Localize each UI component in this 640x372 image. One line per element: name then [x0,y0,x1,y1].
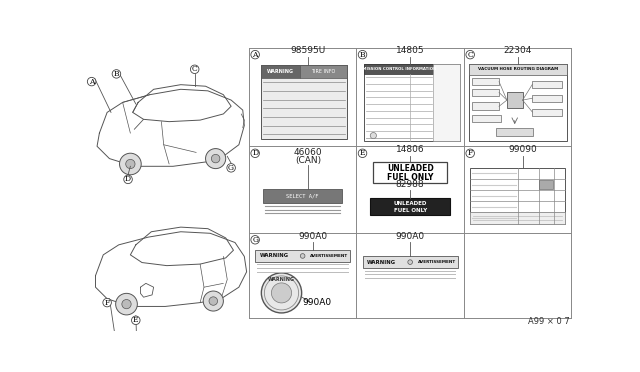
Circle shape [251,51,259,59]
Text: E: E [133,316,138,324]
Bar [371,198,450,215]
Bar [470,168,565,224]
Bar [472,89,499,96]
Bar [472,115,501,122]
Text: AVERTISSEMENT: AVERTISSEMENT [418,260,456,264]
Bar [261,65,300,78]
Circle shape [371,132,376,139]
Text: E: E [360,149,365,157]
Text: B: B [360,51,365,59]
Circle shape [466,149,474,157]
Circle shape [191,65,199,74]
Circle shape [466,51,474,59]
Bar [263,189,342,203]
Circle shape [358,51,367,59]
Circle shape [209,297,218,305]
Text: UNLEADED: UNLEADED [394,201,427,206]
Text: 22304: 22304 [504,46,532,55]
Text: WARNING: WARNING [268,278,295,282]
Bar [364,64,433,74]
Text: 990A0: 990A0 [396,231,425,241]
Text: C: C [467,51,473,59]
Text: WARNING: WARNING [260,253,289,259]
Text: TIRE INFO: TIRE INFO [311,69,335,74]
Circle shape [88,77,96,86]
Bar [261,65,347,139]
Text: 98595U: 98595U [291,46,326,55]
Circle shape [227,164,236,172]
Text: F: F [104,299,109,307]
Text: 990A0: 990A0 [303,298,332,307]
Text: FUEL ONLY: FUEL ONLY [394,208,427,213]
Circle shape [116,294,138,315]
Text: A99 × 0 7: A99 × 0 7 [528,317,570,327]
Circle shape [205,148,226,169]
Text: 99090: 99090 [509,145,538,154]
Bar [373,162,447,183]
Circle shape [251,149,259,157]
Circle shape [132,316,140,324]
Text: 46060: 46060 [294,148,323,157]
Bar [364,64,460,141]
Bar [532,81,562,88]
Circle shape [261,273,301,313]
Bar [468,64,566,75]
Circle shape [271,283,292,303]
Text: AVERTISSEMENT: AVERTISSEMENT [310,254,348,258]
Text: 14805: 14805 [396,46,424,55]
Circle shape [251,235,259,244]
Circle shape [300,254,305,258]
Text: D: D [252,149,258,157]
Circle shape [204,291,223,311]
Text: SELECT A/F: SELECT A/F [286,193,319,198]
Circle shape [125,159,135,169]
Bar [532,109,562,116]
Bar [468,64,566,141]
Text: A: A [89,78,94,86]
Bar [362,256,458,268]
Bar [532,95,562,102]
Bar [496,128,533,137]
Bar [507,92,523,108]
Text: (CAN): (CAN) [295,156,321,165]
Bar [255,250,350,262]
Text: G: G [228,164,234,172]
Text: A: A [252,51,258,59]
Text: B: B [114,70,119,78]
Text: 82988: 82988 [396,180,424,189]
Text: UNLEADED: UNLEADED [387,164,433,173]
Circle shape [122,299,131,309]
Text: WARNING: WARNING [267,69,294,74]
Circle shape [358,149,367,157]
Circle shape [211,154,220,163]
Text: WARNING: WARNING [367,260,396,264]
Circle shape [112,70,121,78]
Text: FUEL ONLY: FUEL ONLY [387,173,433,182]
Text: D: D [125,175,131,183]
Text: EMISSION CONTROL INFORMATION: EMISSION CONTROL INFORMATION [360,67,437,71]
Text: C: C [192,65,198,73]
Circle shape [408,260,412,264]
Bar [470,212,565,224]
Bar [472,78,499,86]
Text: 14806: 14806 [396,145,424,154]
Circle shape [124,175,132,184]
Circle shape [103,298,111,307]
Text: G: G [252,236,258,244]
Bar [300,65,347,78]
Text: F: F [468,149,473,157]
Bar [540,180,553,189]
Bar [472,102,499,110]
Text: 990A0: 990A0 [299,231,328,241]
Text: VACUUM HOSE ROUTING DIAGRAM: VACUUM HOSE ROUTING DIAGRAM [477,67,558,71]
Bar [433,64,460,141]
Circle shape [120,153,141,175]
